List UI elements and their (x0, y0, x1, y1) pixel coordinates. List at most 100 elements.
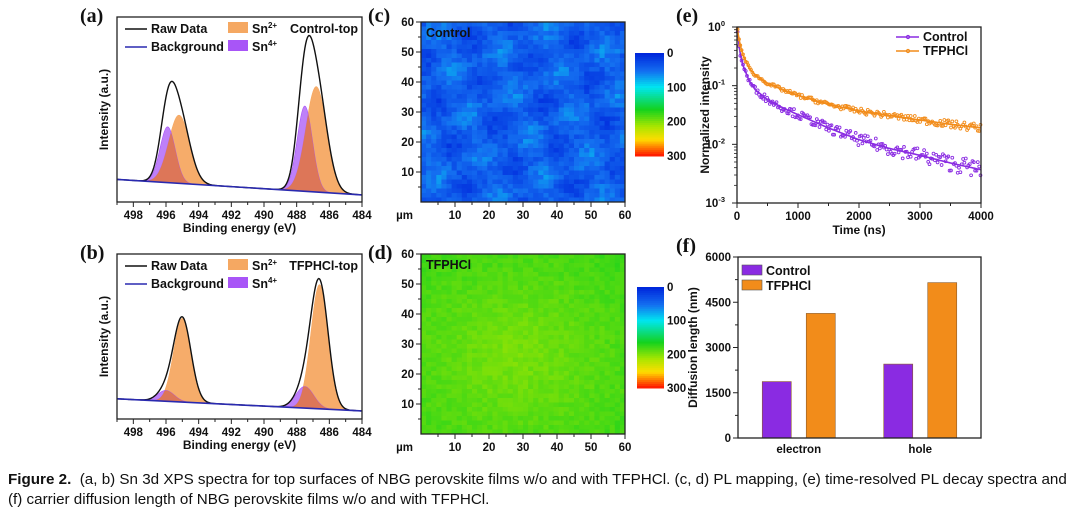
heatmap-cell (599, 303, 605, 309)
y-tick-label: 10 (401, 167, 414, 179)
heatmap-cell (528, 112, 534, 117)
heatmap-cell (538, 263, 544, 268)
heatmap-cell (553, 179, 560, 185)
heatmap-cell (543, 157, 549, 162)
heatmap-cell (553, 263, 560, 268)
heatmap-cell (614, 263, 621, 268)
bar-control-electron (761, 381, 792, 439)
heatmap-cell (604, 384, 611, 390)
heatmap-cell (568, 31, 575, 36)
heatmap-cell (421, 326, 427, 331)
heatmap-cell (512, 407, 519, 412)
heatmap-cell (436, 330, 442, 336)
heatmap-cell (523, 35, 529, 41)
colorbar-segment (637, 367, 664, 371)
heatmap-cell (461, 26, 468, 32)
heatmap-cell (446, 44, 452, 50)
heatmap-cell (558, 411, 565, 417)
heatmap-cell (512, 130, 519, 135)
heatmap-cell (538, 26, 544, 32)
heatmap-cell (441, 103, 447, 108)
heatmap-cell (579, 166, 585, 171)
heatmap-cell (426, 353, 432, 358)
heatmap-cell (528, 272, 534, 277)
heatmap-cell (568, 321, 575, 327)
heatmap-cell (497, 254, 503, 259)
heatmap-cell (512, 357, 519, 363)
heatmap-cell (512, 366, 519, 372)
heatmap-cell (446, 312, 452, 318)
heatmap-cell (599, 416, 605, 421)
heatmap-cell (421, 188, 427, 194)
heatmap-cell (441, 26, 447, 32)
heatmap-cell (497, 112, 503, 117)
data-point (843, 134, 847, 139)
heatmap-cell (614, 134, 621, 140)
colorbar-segment (637, 353, 664, 357)
heatmap-cell (441, 161, 447, 167)
heatmap-cell (507, 116, 514, 122)
heatmap-cell (507, 411, 514, 417)
heatmap-cell (446, 152, 452, 158)
heatmap-cell (579, 139, 585, 144)
heatmap-cell (599, 121, 605, 126)
heatmap-cell (466, 294, 473, 300)
heatmap-cell (517, 398, 524, 403)
heatmap-cell (517, 22, 524, 27)
heatmap-cell (553, 290, 560, 295)
heatmap-cell (426, 380, 432, 385)
heatmap-cell (477, 139, 483, 144)
colorbar-segment (635, 63, 664, 66)
heatmap-cell (528, 139, 534, 144)
heatmap-cell (507, 366, 514, 372)
heatmap-cell (492, 411, 498, 417)
heatmap-cell (517, 62, 524, 68)
heatmap-cell (568, 420, 575, 426)
heatmap-cell (609, 125, 616, 131)
heatmap-cell (426, 389, 432, 394)
heatmap-cell (446, 58, 452, 63)
heatmap-cell (609, 22, 616, 27)
heatmap-cell (563, 175, 570, 180)
heatmap-cell (441, 294, 447, 300)
heatmap-cell (589, 425, 595, 430)
x-tick-label: 490 (254, 427, 273, 439)
data-point (953, 125, 957, 130)
heatmap-cell (431, 384, 437, 390)
heatmap-cell (507, 157, 514, 162)
heatmap-cell (497, 276, 503, 282)
heatmap-cell (589, 339, 595, 345)
heatmap-cell (426, 290, 432, 295)
heatmap-cell (548, 389, 554, 394)
heatmap-cell (574, 62, 580, 68)
heatmap-cell (553, 125, 560, 131)
heatmap-cell (609, 130, 616, 135)
heatmap-cell (548, 263, 554, 268)
heatmap-cell (441, 263, 447, 268)
heatmap-cell (614, 299, 621, 304)
heatmap-cell (579, 53, 585, 59)
heatmap-cell (568, 272, 575, 277)
heatmap-cell (614, 44, 621, 50)
superscript: 4+ (268, 276, 277, 285)
heatmap-cell (466, 22, 473, 27)
heatmap-cell (563, 389, 570, 394)
heatmap-cell (553, 188, 560, 194)
heatmap-cell (421, 281, 427, 286)
x-tick-label: electron (776, 444, 821, 456)
heatmap-cell (456, 26, 463, 32)
heatmap-cell (533, 384, 539, 390)
heatmap-cell (482, 416, 488, 421)
heatmap-cell (574, 281, 580, 286)
heatmap-cell (579, 26, 585, 32)
heatmap-cell (431, 49, 437, 54)
heatmap-cell (594, 317, 600, 322)
heatmap-cell (558, 130, 565, 135)
heatmap-cell (436, 94, 442, 99)
heatmap-cell (584, 276, 590, 282)
heatmap-cell (528, 303, 534, 309)
heatmap-cell (523, 40, 529, 45)
heatmap-cell (589, 134, 595, 140)
heatmap-cell (563, 353, 570, 358)
